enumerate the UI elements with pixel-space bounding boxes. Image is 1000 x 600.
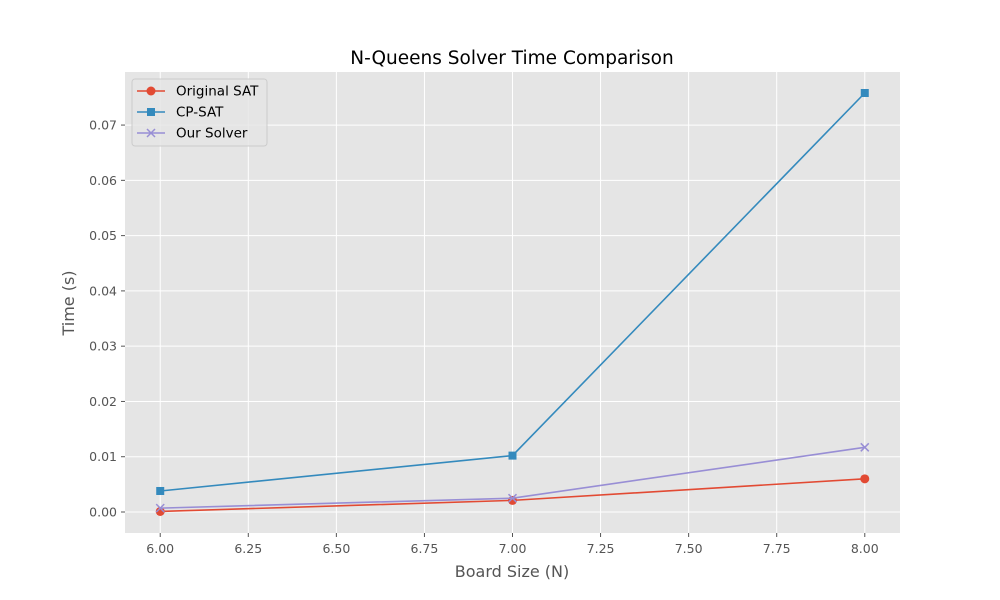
x-tick-label: 6.50 — [322, 541, 350, 556]
y-tick-label: 0.04 — [89, 283, 117, 298]
x-tick-label: 7.00 — [499, 541, 527, 556]
data-point-cp-sat — [860, 89, 869, 98]
marker-stroke — [155, 503, 165, 513]
y-axis: 0.00 0.01 0.02 0.03 0.04 0.05 0.06 0.07 — [89, 118, 125, 519]
legend-label: CP-SAT — [176, 105, 224, 121]
legend-entry-our-solver: Our Solver — [137, 126, 248, 142]
y-tick-label: 0.07 — [89, 118, 117, 133]
x-tick-label: 7.50 — [675, 541, 703, 556]
chart-title: N-Queens Solver Time Comparison — [350, 48, 673, 69]
data-point-cp-sat — [156, 486, 165, 495]
series-our-solver — [155, 442, 870, 513]
y-tick-label: 0.00 — [89, 504, 117, 519]
legend-entry-cp-sat: CP-SAT — [137, 105, 224, 121]
data-point-cp-sat — [508, 451, 517, 460]
data-point-original-sat — [155, 506, 165, 516]
legend-marker — [146, 86, 156, 96]
x-tick-label: 6.75 — [411, 541, 439, 556]
legend-box — [131, 78, 268, 147]
y-tick-label: 0.03 — [89, 339, 117, 354]
series-cp-sat — [156, 89, 869, 495]
y-tick-label: 0.06 — [89, 173, 117, 188]
x-tick-label: 8.00 — [851, 541, 879, 556]
x-tick-label: 6.00 — [146, 541, 174, 556]
y-tick-label: 0.01 — [89, 449, 117, 464]
legend: Original SAT CP-SAT Our Solver — [131, 78, 268, 147]
x-axis: 6.00 6.25 6.50 6.75 7.00 7.25 7.50 7.75 8.00 — [146, 533, 879, 556]
x-axis-label: Board Size (N) — [455, 562, 570, 581]
legend-label: Original SAT — [176, 84, 259, 100]
legend-marker — [146, 128, 156, 138]
data-point-our-solver — [860, 442, 870, 452]
data-point-original-sat — [860, 474, 870, 484]
legend-entry-original-sat: Original SAT — [137, 84, 259, 100]
series-layer — [155, 89, 870, 516]
y-axis-label: Time (s) — [59, 270, 78, 336]
legend-label: Our Solver — [176, 126, 248, 142]
marker-stroke — [860, 442, 870, 452]
marker-stroke — [507, 493, 518, 503]
legend-marker — [147, 108, 155, 116]
marker-stroke — [146, 128, 156, 138]
y-tick-label: 0.05 — [89, 228, 117, 243]
data-point-our-solver — [507, 493, 518, 503]
data-point-our-solver — [155, 503, 165, 513]
y-tick-label: 0.02 — [89, 394, 117, 409]
x-tick-label: 7.75 — [763, 541, 791, 556]
x-tick-label: 7.25 — [587, 541, 615, 556]
x-tick-label: 6.25 — [234, 541, 262, 556]
